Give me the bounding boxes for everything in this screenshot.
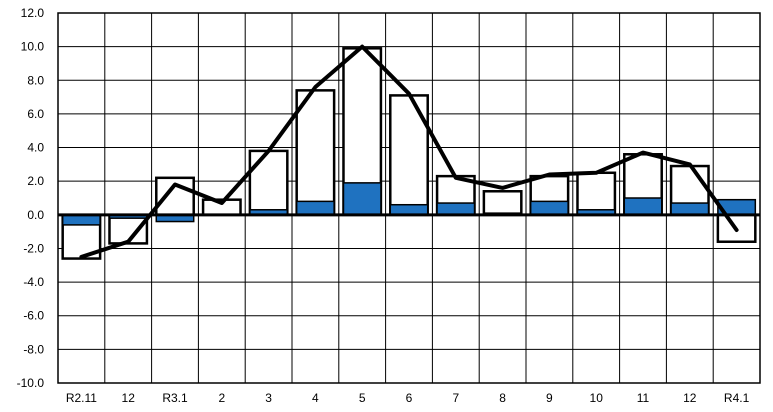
x-tick-label: R2.11 [66,391,97,405]
x-tick-label: 2 [218,391,225,405]
y-axis-ticks: 12.0 10.0 8.0 6.0 4.0 2.0 0.0 -2.0 -4.0 -6.0 -8.0 -… [17,6,45,390]
bar-component [389,203,429,216]
x-tick-label: 12 [122,391,136,405]
x-tick-label: 6 [406,391,413,405]
x-tick-label: 7 [452,391,459,405]
y-tick-label: 0.0 [27,208,44,222]
bar-total [295,89,336,217]
bar-total [576,171,617,217]
bar-component [529,200,569,216]
bar-component [623,197,663,216]
x-tick-label: 9 [546,391,553,405]
x-axis-ticks: R2.11 12 R3.1 2 3 4 5 6 7 8 9 10 11 12 R4.1 [66,391,750,405]
y-tick-label: -8.0 [23,342,44,356]
bars [58,47,760,260]
line-series [79,44,739,259]
x-tick-label: R3.1 [162,391,188,405]
x-tick-label: 10 [590,391,604,405]
y-tick-label: 12.0 [21,6,45,20]
bar-component [436,202,476,216]
x-tick-label: 4 [312,391,319,405]
bar-component [61,214,101,226]
y-tick-label: -2.0 [23,241,44,255]
x-tick-label: 11 [637,391,650,405]
x-tick-label: 5 [359,391,366,405]
y-tick-label: -4.0 [23,275,44,289]
y-tick-label: 2.0 [27,174,44,188]
bar-component [342,182,382,216]
bar-total [482,190,523,217]
plot-border [57,12,761,384]
bar-total [248,149,289,217]
y-tick-label: 4.0 [27,141,44,155]
y-tick-label: 8.0 [27,73,44,87]
x-tick-label: 12 [683,391,697,405]
y-tick-label: 6.0 [27,107,44,121]
bar-component [670,202,710,216]
y-tick-label: -10.0 [17,376,45,390]
y-tick-label: -6.0 [23,309,44,323]
x-tick-label: R4.1 [724,391,750,405]
x-tick-label: 3 [265,391,272,405]
x-tick-label: 8 [499,391,506,405]
y-tick-label: 10.0 [21,40,45,54]
bar-component [295,200,335,216]
plot-frame [57,12,761,384]
